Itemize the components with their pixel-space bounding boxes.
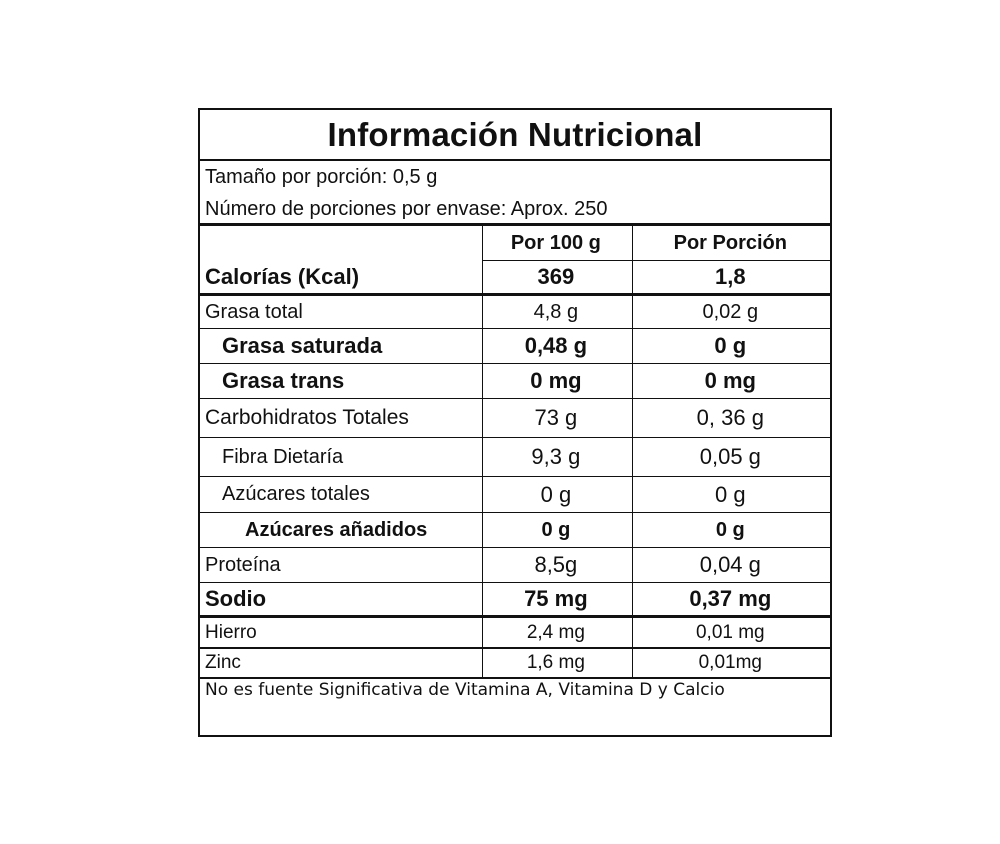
nutrient-name: Sodio <box>205 586 267 611</box>
nutrient-row: Fibra Dietaría 9,3 g 0,05 g <box>200 438 830 476</box>
footnote: No es fuente Significativa de Vitamina A… <box>205 680 725 700</box>
thick-divider <box>200 223 830 226</box>
thick-divider <box>200 293 830 296</box>
row-divider <box>200 437 830 438</box>
nutrient-per-100g: 2,4 mg <box>526 621 585 643</box>
nutrient-per-100g: 4,8 g <box>533 300 579 323</box>
nutrient-per-serving: 0 g <box>714 333 747 358</box>
row-divider <box>200 476 830 477</box>
nutrient-per-100g: 0,48 g <box>524 333 588 358</box>
row-divider <box>200 398 830 399</box>
nutrient-per-100g: 1,6 mg <box>526 652 585 673</box>
nutrient-name: Azúcares totales <box>222 483 370 505</box>
nutrient-per-serving: 0 mg <box>704 368 756 393</box>
nutrient-per-100g: 8,5g <box>534 552 578 577</box>
header-per-serving: Por Porción <box>673 231 787 254</box>
row-divider <box>200 547 830 548</box>
nutrient-row: Proteína 8,5g 0,04 g <box>200 548 830 582</box>
serving-size: Tamaño por porción: 0,5 g <box>205 166 438 188</box>
nutrient-row: Azúcares añadidos 0 g 0 g <box>200 513 830 547</box>
nutrient-per-serving: 0 g <box>715 481 746 507</box>
label-title: Información Nutricional <box>200 110 830 161</box>
nutrient-per-serving: 0,05 g <box>699 444 761 469</box>
column-divider <box>482 226 483 677</box>
nutrient-per-serving: 0,37 mg <box>689 586 772 611</box>
row-divider <box>200 647 830 649</box>
nutrient-per-serving: 0 g <box>715 518 745 541</box>
column-header-row: Por 100 g Por Porción <box>200 226 830 260</box>
nutrient-per-100g: 0 g <box>540 481 572 507</box>
nutrient-row: Carbohidratos Totales 73 g 0, 36 g <box>200 399 830 437</box>
nutrient-per-100g: 0 mg <box>530 368 582 393</box>
row-divider <box>200 363 830 364</box>
nutrient-per-100g: 75 mg <box>524 586 588 611</box>
nutrient-row: Zinc 1,6 mg 0,01mg <box>200 649 830 677</box>
calories-per-100g: 369 <box>537 264 575 289</box>
row-divider <box>200 512 830 513</box>
nutrient-row: Grasa trans 0 mg 0 mg <box>200 364 830 398</box>
calories-name: Calorías (Kcal) <box>205 264 360 289</box>
nutrient-name: Proteína <box>205 553 281 576</box>
servings-per-container: Número de porciones por envase: Aprox. 2… <box>205 198 608 220</box>
nutrient-name: Azúcares añadidos <box>245 518 428 541</box>
nutrient-name: Carbohidratos Totales <box>205 406 409 429</box>
nutrient-name: Grasa trans <box>222 368 345 393</box>
nutrient-name: Fibra Dietaría <box>222 445 344 468</box>
nutrient-per-serving: 0,04 g <box>699 552 761 577</box>
row-divider <box>200 582 830 583</box>
nutrient-per-serving: 0, 36 g <box>696 405 764 430</box>
nutrient-per-serving: 0,01 mg <box>695 621 765 643</box>
nutrient-row: Grasa total 4,8 g 0,02 g <box>200 296 830 328</box>
header-divider <box>482 260 830 261</box>
nutrient-name: Grasa saturada <box>222 333 383 358</box>
nutrient-name: Grasa total <box>205 300 303 323</box>
column-divider <box>632 226 633 677</box>
thick-divider <box>200 615 830 618</box>
calories-row: Calorías (Kcal) 369 1,8 <box>200 261 830 293</box>
nutrient-name: Hierro <box>205 621 257 643</box>
row-divider <box>200 677 830 679</box>
nutrient-name: Zinc <box>205 652 241 673</box>
nutrient-per-100g: 73 g <box>534 405 578 430</box>
nutrient-per-100g: 0 g <box>541 518 571 541</box>
nutrient-per-100g: 9,3 g <box>531 444 581 469</box>
calories-per-serving: 1,8 <box>715 264 746 289</box>
nutrient-row: Sodio 75 mg 0,37 mg <box>200 583 830 615</box>
header-per-100g: Por 100 g <box>510 231 601 254</box>
nutrient-per-serving: 0,02 g <box>702 300 759 323</box>
row-divider <box>200 328 830 329</box>
nutrient-per-serving: 0,01mg <box>698 652 762 673</box>
nutrient-row: Hierro 2,4 mg 0,01 mg <box>200 618 830 647</box>
nutrient-row: Azúcares totales 0 g 0 g <box>200 477 830 512</box>
nutrient-row: Grasa saturada 0,48 g 0 g <box>200 329 830 363</box>
nutrition-facts-label: Información Nutricional Tamaño por porci… <box>198 108 832 737</box>
